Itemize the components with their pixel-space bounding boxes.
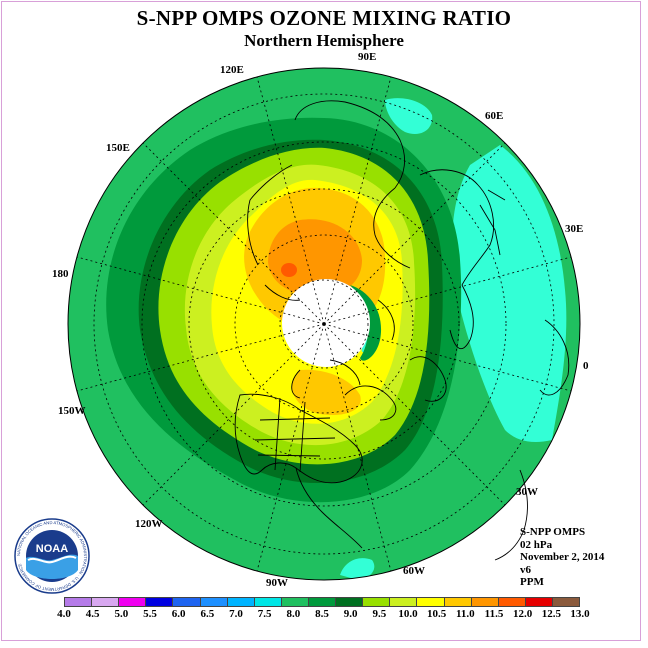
info-date: November 2, 2014: [520, 551, 605, 563]
lon-label-30e: 30E: [565, 223, 584, 235]
colorbar-cell: [119, 598, 147, 606]
lon-label-60w: 60W: [403, 565, 425, 577]
colorbar-tick-label: 4.5: [85, 608, 100, 620]
field-7-5-north: [385, 98, 433, 135]
field-12-0: [281, 263, 297, 277]
map-subtitle: Northern Hemisphere: [244, 31, 404, 50]
colorbar-tick-label: 12.0: [513, 608, 533, 620]
info-instrument: S-NPP OMPS: [520, 526, 586, 538]
colorbar-cell: [417, 598, 445, 606]
colorbar-cell: [444, 598, 472, 606]
lon-label-30w: 30W: [516, 486, 538, 498]
colorbar-cell: [92, 598, 120, 606]
field-11-5: [268, 219, 362, 297]
colorbar-cell: [281, 598, 309, 606]
info-level: 02 hPa: [520, 538, 553, 551]
colorbar-cell: [525, 598, 553, 606]
lon-label-150e: 150E: [106, 142, 130, 154]
colorbar-cell: [146, 598, 174, 606]
info-version: v6: [520, 563, 531, 576]
colorbar-cell: [227, 598, 255, 606]
colorbar-tick-label: 10.5: [427, 608, 447, 620]
lon-label-120w: 120W: [135, 518, 163, 530]
colorbar-tick-label: 6.5: [200, 608, 215, 620]
colorbar-tick-label: 7.0: [229, 608, 243, 620]
map-title: S-NPP OMPS OZONE MIXING RATIO: [136, 6, 512, 30]
field-8-5-pole: [350, 285, 382, 361]
info-units: PPM: [520, 576, 544, 588]
field-7-5-south: [340, 558, 375, 580]
colorbar-tick-label: 10.0: [398, 608, 418, 620]
colorbar-cell: [308, 598, 337, 606]
lon-label-180: 180: [52, 268, 69, 280]
colorbar-tick-label: 5.0: [114, 608, 129, 620]
noaa-logo-icon: NOAA NATIONAL OCEANIC AND ATMOSPHERIC AD…: [14, 518, 90, 594]
map-border: [67, 67, 581, 581]
colorbar-cell: [173, 598, 201, 606]
colorbar-tick-label: 7.5: [257, 608, 272, 620]
colorbar-tick-label: 9.0: [343, 608, 358, 620]
colorbar-tick-label: 11.0: [456, 608, 475, 620]
lon-label-60e: 60E: [485, 110, 504, 122]
colorbar-cell: [336, 598, 364, 606]
colorbar-tick-label: 12.5: [541, 608, 561, 620]
coastlines: [234, 100, 570, 561]
lon-label-120e: 120E: [220, 64, 244, 76]
product-info: S-NPP OMPS 02 hPa November 2, 2014 v6 PP…: [520, 526, 604, 589]
colorbar-tick-label: 11.5: [484, 608, 504, 620]
colorbar-cell: [200, 598, 228, 606]
colorbar-cell: [363, 598, 391, 606]
colorbar-tick-label: 8.5: [315, 608, 329, 620]
colorbar-tick-label: 9.5: [372, 608, 387, 620]
colorbar-cell: [498, 598, 526, 606]
lon-label-90e: 90E: [358, 51, 377, 63]
colorbar-cell: [254, 598, 282, 606]
logo-text: NOAA: [36, 543, 68, 555]
polar-nodata: [282, 279, 370, 367]
colorbar-tick-label: 4.0: [57, 608, 71, 620]
colorbar-tick-label: 5.5: [143, 608, 157, 620]
lon-label-150w: 150W: [58, 405, 86, 417]
colorbar-cell: [390, 598, 418, 606]
colorbar-cell: [471, 598, 499, 606]
colorbar-cell: [552, 598, 580, 606]
field-7-5-east: [452, 145, 567, 442]
colorbar: [64, 597, 580, 607]
colorbar-cell: [65, 598, 93, 606]
figure-frame: [1, 1, 641, 641]
colorbar-tick-label: 6.0: [171, 608, 186, 620]
colorbar-tick-label: 8.0: [286, 608, 301, 620]
lon-label-90w: 90W: [266, 577, 288, 589]
lon-label-0: 0: [583, 360, 589, 372]
colorbar-tick-label: 13.0: [570, 608, 590, 620]
latitude-circles: [93, 93, 555, 555]
colorbar-ticks: 4.0 4.5 5.0 5.5 6.0 6.5 7.0 7.5 8.0 8.5 9.0 9.5 10.0…: [44, 608, 604, 622]
